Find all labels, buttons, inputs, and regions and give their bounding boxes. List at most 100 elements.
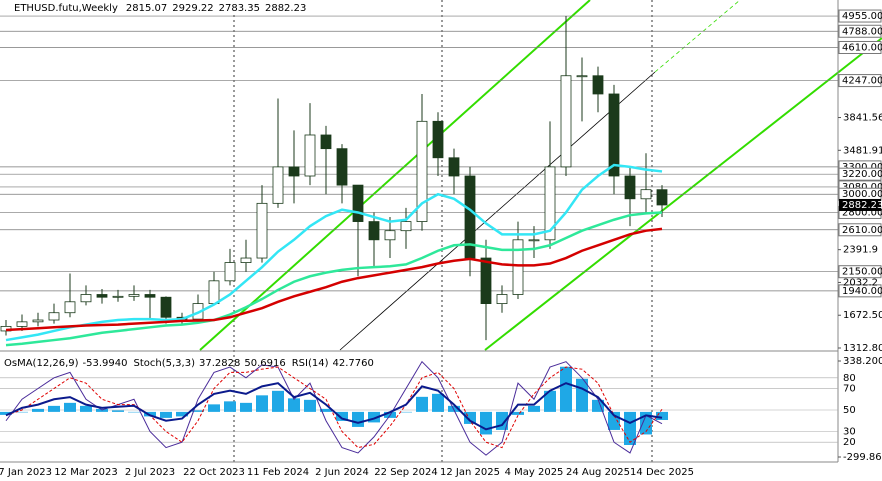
- level-label: 2150.00: [842, 267, 882, 278]
- osma-bar: [272, 390, 284, 412]
- x-tick-label: 4 May 2025: [505, 467, 564, 478]
- osma-bar: [624, 411, 636, 445]
- candle-body: [144, 294, 156, 298]
- candle-body: [512, 239, 524, 295]
- y-tick-label: 70: [843, 384, 856, 395]
- x-tick-label: 12 Jan 2025: [440, 467, 500, 478]
- level-label-box: [838, 284, 882, 298]
- x-tick-label: 22 Oct 2023: [183, 467, 245, 478]
- y2-tick-label: -299.8649: [843, 452, 882, 463]
- indicator-line: [5, 366, 663, 449]
- osma-bar: [400, 411, 412, 413]
- channel-line: [199, 0, 591, 351]
- candle-body: [80, 294, 92, 303]
- level-label: 4955.00: [842, 11, 882, 22]
- stoch-name: Stoch(5,3,3): [134, 358, 196, 369]
- rsi-last: 42.7760: [332, 358, 373, 369]
- level-label-box: [838, 74, 882, 88]
- x-tick-label: 24 Aug 2025: [566, 467, 630, 478]
- x-tick-label: 22 Sep 2024: [374, 467, 437, 478]
- current-price-label: 2882.23: [842, 200, 882, 211]
- candle-body: [320, 134, 332, 150]
- osma-bar: [304, 399, 316, 412]
- stoch-signal-last: 50.6916: [244, 358, 285, 369]
- level-label: 2800.00: [842, 207, 882, 218]
- header-background: [0, 0, 240, 14]
- candle-body: [528, 239, 540, 242]
- osma-bar: [176, 411, 188, 417]
- osma-bar: [160, 411, 172, 418]
- y-tick-label: 2032.2: [843, 277, 878, 288]
- candle-body: [496, 294, 508, 305]
- candle-body: [448, 157, 460, 177]
- indicator-line: [5, 382, 663, 431]
- osma-bar: [368, 411, 380, 423]
- level-label-box: [838, 265, 882, 279]
- candle-body: [592, 75, 604, 95]
- current-price-box: [839, 198, 881, 211]
- open-value: 2815.07: [126, 3, 167, 14]
- y-tick-label: 3841.56: [843, 113, 882, 124]
- candle-body: [336, 148, 348, 186]
- chart-header: ETHUSD.futu,Weekly 2815.07 2929.22 2783.35 2…: [14, 3, 306, 14]
- moving-average: [5, 227, 663, 332]
- candle-body: [240, 257, 252, 263]
- y-tick-label: 1672.50: [843, 310, 882, 321]
- candle-body: [224, 262, 236, 282]
- candle-body: [304, 134, 316, 177]
- y-tick-label: 1312.80: [843, 343, 882, 354]
- x-tick-label: 17 Jan 2023: [0, 467, 52, 478]
- candle-body: [272, 166, 284, 204]
- high-value: 2929.22: [172, 3, 213, 14]
- close-value: 2882.23: [265, 3, 306, 14]
- osma-last: -53.9940: [83, 358, 128, 369]
- osma-bar: [48, 405, 60, 412]
- osma-bar: [144, 411, 156, 417]
- candle-body: [352, 184, 364, 222]
- low-value: 2783.35: [219, 3, 260, 14]
- y-tick-label: 20: [843, 437, 856, 448]
- y-tick-label: 50: [843, 405, 856, 416]
- osma-bar: [512, 411, 524, 415]
- candle-body: [640, 189, 652, 200]
- osma-bar: [224, 401, 236, 412]
- y-tick-label: 80: [843, 373, 856, 384]
- osma-bar: [416, 396, 428, 412]
- candle-body: [368, 221, 380, 241]
- level-label-box: [838, 9, 882, 23]
- moving-average: [5, 211, 663, 347]
- candle-body: [160, 296, 172, 318]
- candle-body: [416, 120, 428, 222]
- osma-bar: [592, 399, 604, 412]
- candle-body: [400, 221, 412, 232]
- candle-body: [288, 166, 300, 177]
- level-label: 4610.00: [842, 42, 882, 53]
- osma-bar: [112, 410, 124, 412]
- osma-bar: [32, 408, 44, 412]
- x-tick-label: 12 Mar 2023: [54, 467, 117, 478]
- candle-body: [256, 202, 268, 259]
- candle-body: [64, 301, 76, 314]
- level-label: 3000.00: [842, 189, 882, 200]
- plot: [0, 15, 838, 456]
- level-label: 4788.00: [842, 26, 882, 37]
- osma-bar: [528, 405, 540, 412]
- candle-body: [624, 175, 636, 200]
- osma-bar: [80, 405, 92, 412]
- level-label: 3080.00: [842, 182, 882, 193]
- osma-bar: [480, 411, 492, 435]
- candle-body: [96, 294, 108, 298]
- trend-line: [339, 71, 656, 351]
- y2-tick-label: 338.2006: [843, 356, 882, 367]
- osma-bar: [544, 390, 556, 412]
- osma-bar: [0, 411, 12, 415]
- level-label-box: [838, 40, 882, 54]
- level-label: 2610.00: [842, 225, 882, 236]
- osma-bar: [352, 411, 364, 427]
- candle-body: [16, 321, 28, 327]
- osma-bar: [336, 411, 348, 421]
- osma-name: OsMA(12,26,9): [4, 358, 79, 369]
- rsi-name: RSI(14): [292, 358, 329, 369]
- osma-bar: [288, 398, 300, 412]
- candle-body: [48, 312, 60, 321]
